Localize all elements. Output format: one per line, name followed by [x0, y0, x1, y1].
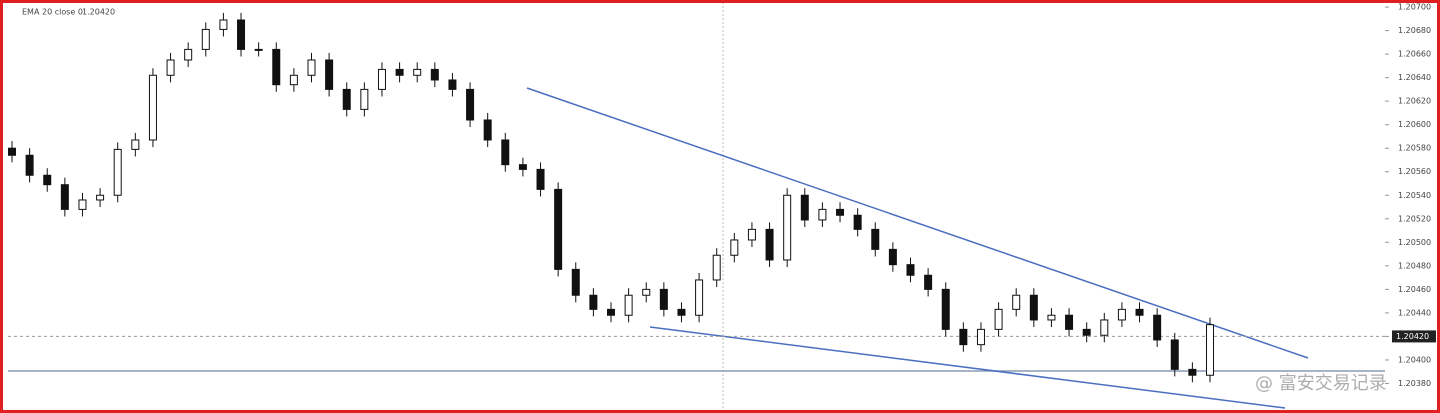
indicator-title: EMA 20 close 0 [22, 8, 83, 17]
y-tick-label: 1.20500 [1398, 238, 1431, 247]
candle-body [695, 279, 704, 316]
candle-body [888, 248, 897, 266]
candle-body [166, 59, 175, 76]
y-tick-label: 1.20460 [1398, 285, 1431, 294]
candle-body [536, 168, 545, 190]
candle-body [466, 88, 475, 121]
candle-body [1047, 314, 1056, 321]
lower-trendline [649, 326, 1286, 409]
candle-body [607, 308, 615, 316]
candle-body [377, 68, 386, 90]
candle-body [1135, 308, 1144, 316]
candle-body [325, 59, 334, 90]
candle-body [659, 288, 668, 310]
candle-body [78, 199, 87, 210]
candle-body [430, 68, 439, 81]
candle-body [1188, 368, 1197, 376]
y-tick-label: 1.20700 [1398, 3, 1431, 12]
candle-body [1206, 324, 1214, 376]
candle-body [237, 19, 246, 50]
candle-body [712, 254, 721, 281]
price-label-box [1392, 330, 1436, 343]
candle-body [730, 239, 739, 256]
candle-body [43, 174, 52, 186]
candle-body [624, 294, 633, 316]
candle-body [1117, 308, 1126, 321]
candle-body [589, 294, 598, 310]
y-tick-label: 1.20620 [1398, 97, 1431, 106]
candle-body [924, 274, 933, 290]
candle-body [254, 48, 263, 51]
candle-body [201, 28, 210, 50]
candle-body [131, 139, 140, 150]
candle-body [96, 194, 105, 201]
candle-body [272, 48, 281, 86]
candle-body [501, 139, 510, 166]
y-tick-label: 1.20660 [1398, 50, 1431, 59]
candle-body [994, 308, 1003, 330]
y-tick-label: 1.20540 [1398, 191, 1431, 200]
y-tick-label: 1.20440 [1398, 308, 1431, 317]
upper-trendline [526, 87, 1309, 359]
candle-body [765, 228, 774, 261]
candle-body [642, 288, 651, 296]
marks: 1.20700 1.20680 1.20660 1.20640 1.20620 1.206… [8, 3, 1436, 388]
candle-body [342, 88, 351, 110]
candle-body [1029, 294, 1038, 321]
candle-body [959, 328, 968, 346]
y-tick-label: 1.20680 [1398, 26, 1431, 35]
candle-body [836, 208, 845, 216]
candle-body [289, 74, 298, 86]
candle-body [184, 48, 193, 61]
candle-body [395, 68, 404, 76]
candle-body [483, 119, 492, 141]
candle-body [25, 154, 34, 176]
candle-body [677, 308, 686, 316]
candle-body [113, 148, 122, 196]
candle-body [1082, 328, 1091, 336]
candle-body [941, 288, 950, 330]
candle-body [60, 184, 69, 210]
y-tick-label: 1.20520 [1398, 214, 1431, 223]
candle-body [219, 19, 228, 30]
candle-body [800, 194, 809, 221]
indicator-value: 1.20420 [82, 8, 115, 17]
y-tick-label: 1.20600 [1398, 120, 1431, 129]
candle-body [307, 59, 316, 76]
candle-body [518, 164, 527, 170]
price-label: 1.20420 [1396, 332, 1429, 341]
candle-body [413, 68, 422, 76]
y-tick-label: 1.20380 [1398, 379, 1431, 388]
y-tick-label: 1.20400 [1398, 355, 1431, 364]
y-tick-label: 1.20640 [1398, 73, 1431, 82]
candle-body [554, 188, 563, 270]
candle-body [906, 264, 915, 276]
candle-body [1012, 294, 1021, 310]
candle-body [747, 228, 756, 241]
y-tick-label: 1.20480 [1398, 261, 1431, 270]
candle-body [1065, 314, 1074, 330]
candle-body [1100, 319, 1109, 336]
candle-body [360, 88, 369, 110]
candle-body [976, 328, 985, 346]
candle-body [853, 214, 862, 230]
candle-body [783, 194, 792, 261]
candle-body [1153, 314, 1162, 341]
watermark: @ 富安交易记录 [1255, 373, 1387, 394]
candle-body [1170, 339, 1179, 370]
candle-body [148, 74, 157, 141]
candle-body [448, 79, 457, 90]
y-tick-label: 1.20560 [1398, 167, 1431, 176]
y-tick-label: 1.20580 [1398, 144, 1431, 153]
candle-body [8, 147, 16, 156]
candle-body [818, 208, 827, 221]
candle-body [871, 228, 880, 250]
candle-body [571, 268, 580, 296]
